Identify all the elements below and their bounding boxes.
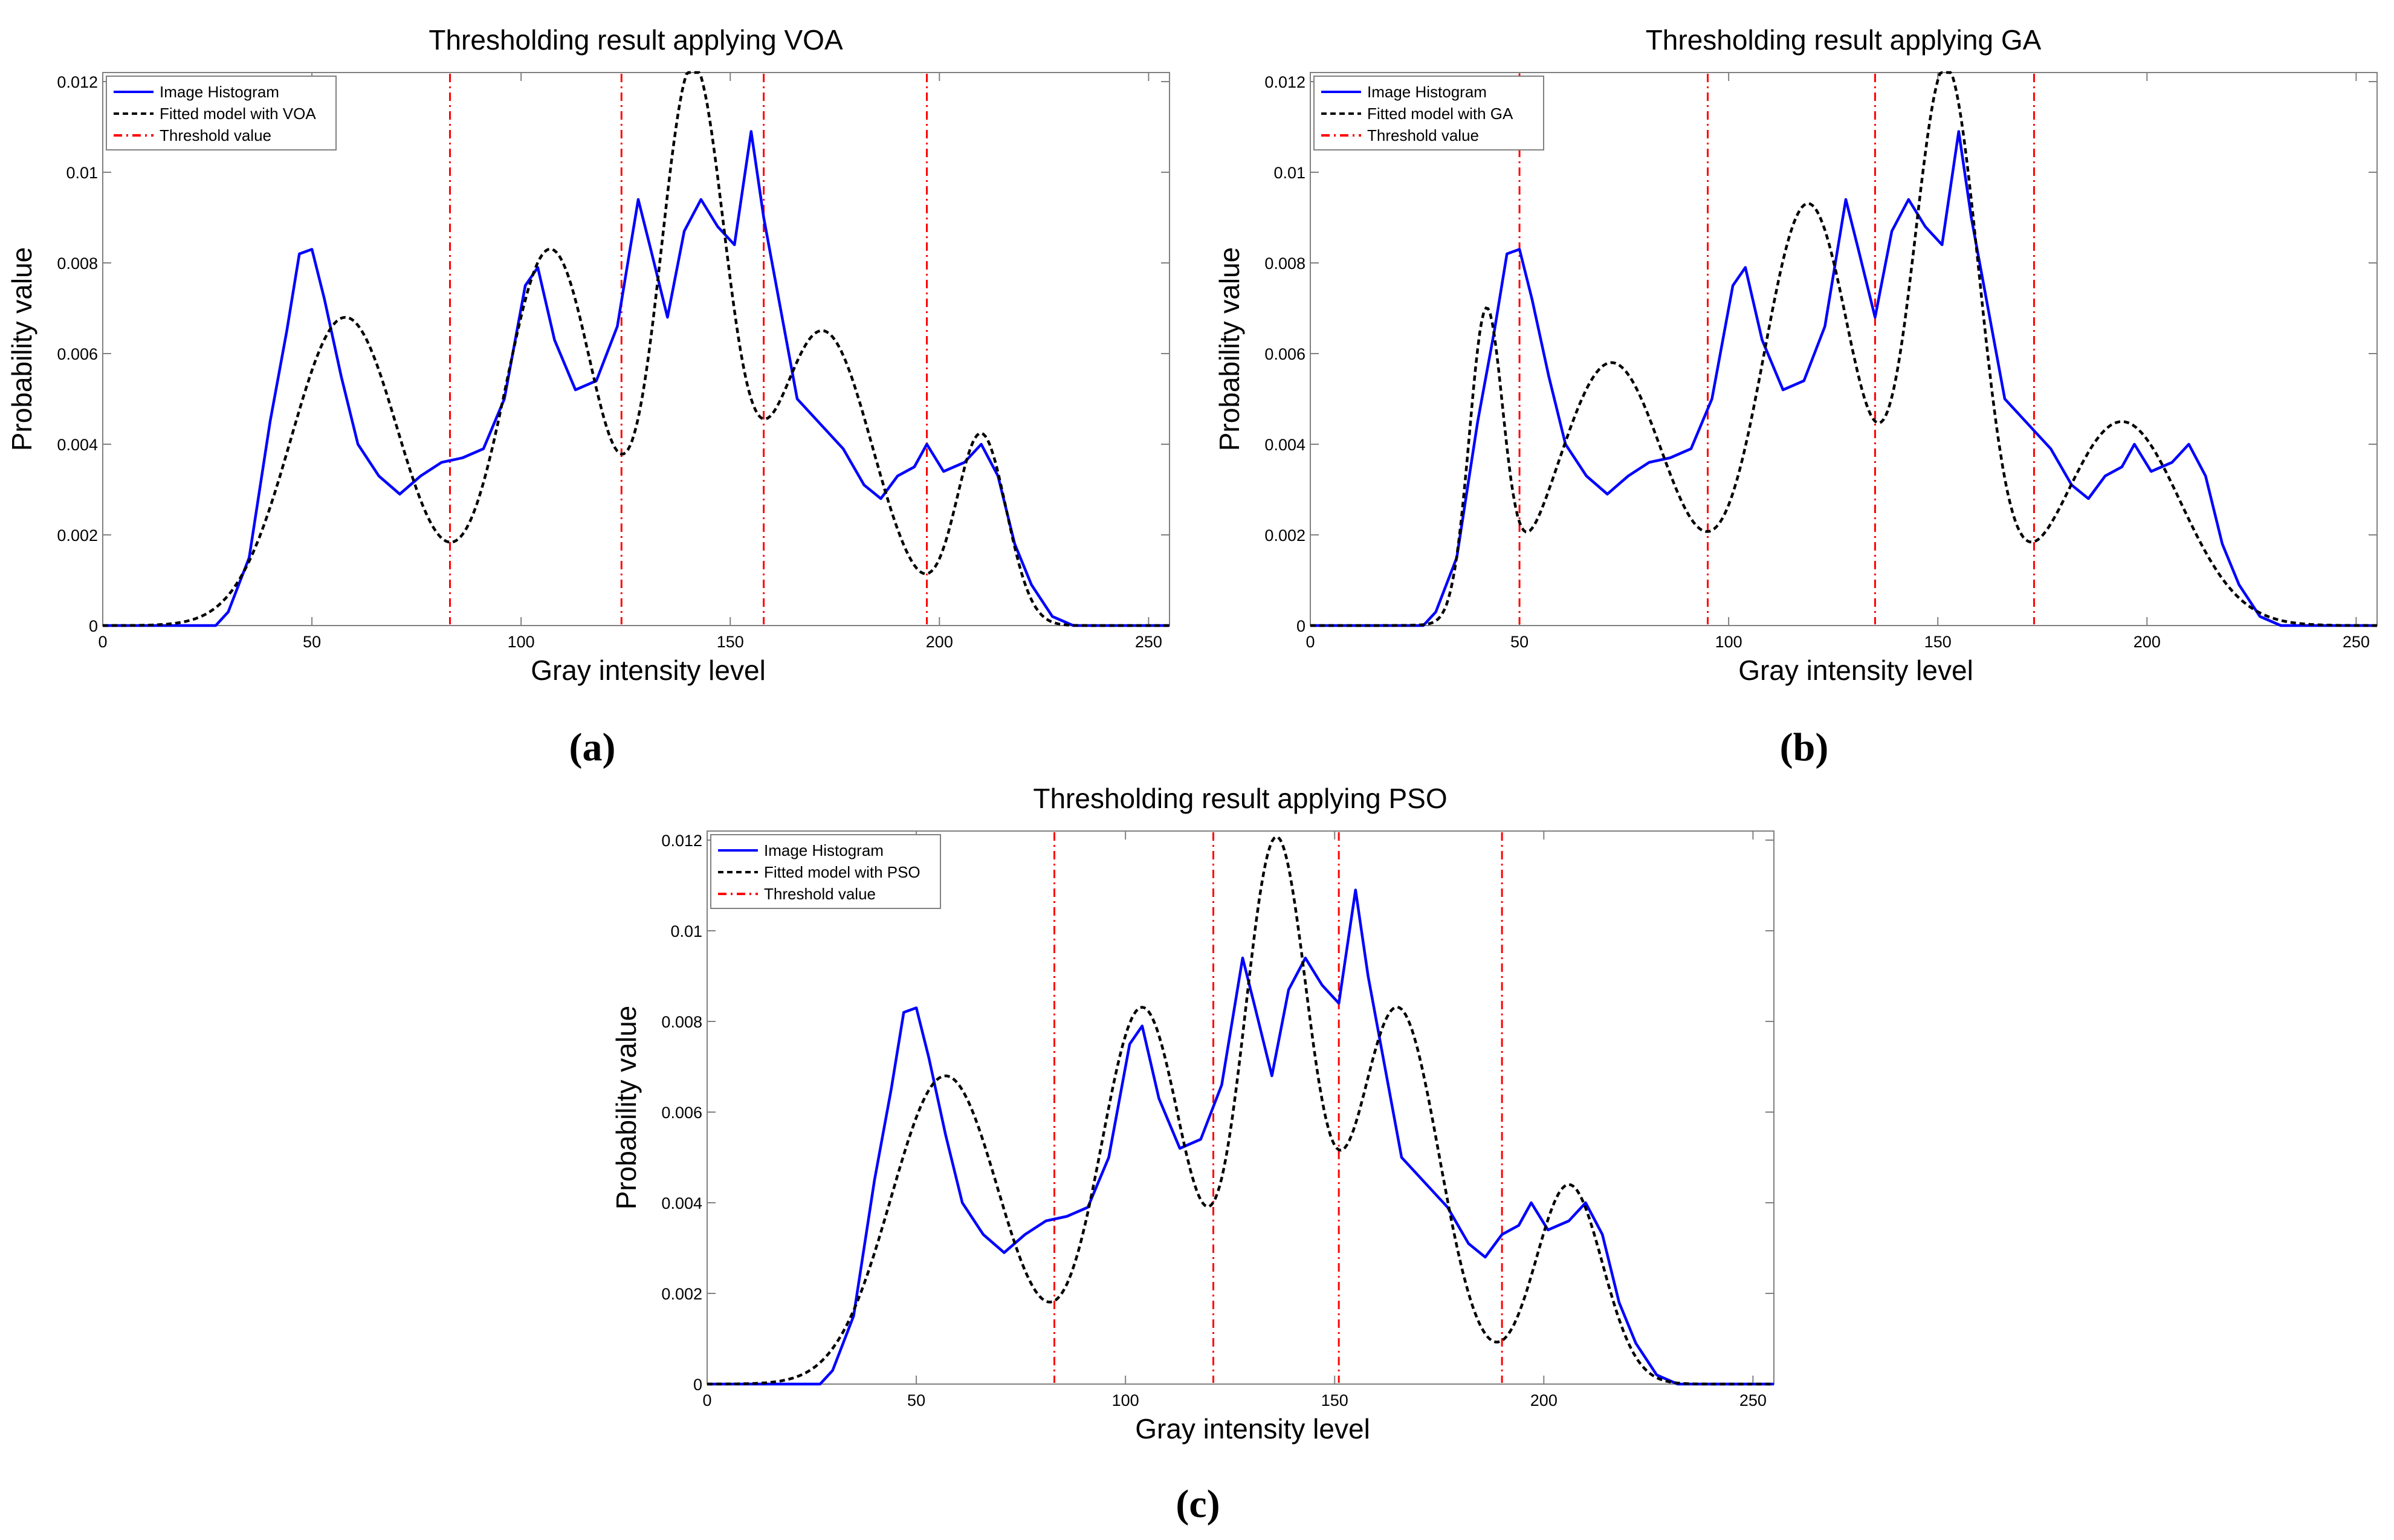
- x-tick-label: 150: [717, 633, 744, 651]
- y-tick-label: 0.006: [661, 1104, 702, 1122]
- y-tick-label: 0.01: [1273, 164, 1305, 182]
- y-tick-label: 0.002: [1264, 526, 1305, 545]
- x-tick-label: 50: [1510, 633, 1529, 651]
- y-tick-label: 0.012: [1264, 73, 1305, 91]
- x-tick-label: 0: [1305, 633, 1315, 651]
- x-tick-label: 100: [1715, 633, 1742, 651]
- x-tick-label: 150: [1321, 1391, 1348, 1409]
- panel-label: (a): [569, 725, 616, 769]
- y-axis-label: Probability value: [1214, 247, 1245, 451]
- x-tick-label: 50: [303, 633, 321, 651]
- chart-panel-2: Thresholding result applying GA 0 0.002 0.0…: [1214, 24, 2378, 769]
- y-tick-label: 0.008: [1264, 254, 1305, 273]
- legend: Image Histogram Fitted model with VOA Thre…: [106, 76, 337, 150]
- x-tick-label: 100: [508, 633, 535, 651]
- y-tick-label: 0.002: [661, 1285, 702, 1303]
- legend-entry: Image Histogram: [764, 841, 884, 859]
- x-axis-label: Gray intensity level: [1738, 655, 1973, 686]
- legend: Image Histogram Fitted model with PSO Thre…: [710, 834, 941, 909]
- fitted-model-line: [103, 71, 1170, 627]
- y-tick-label: 0: [1296, 617, 1305, 635]
- y-tick-label: 0.008: [661, 1013, 702, 1031]
- panel-label: (b): [1780, 725, 1829, 769]
- y-tick-label: 0.004: [57, 436, 98, 454]
- histogram-line: [103, 130, 1170, 627]
- y-tick-label: 0.008: [57, 254, 98, 273]
- fitted-model-line: [707, 835, 1774, 1386]
- legend-entry: Threshold value: [1367, 126, 1479, 144]
- x-tick-label: 0: [702, 1391, 711, 1409]
- x-axis-label: Gray intensity level: [531, 655, 766, 686]
- chart-title: Thresholding result applying VOA: [429, 24, 843, 56]
- x-tick-label: 50: [907, 1391, 925, 1409]
- y-tick-label: 0.004: [1264, 436, 1305, 454]
- histogram-line: [1310, 130, 2377, 627]
- y-tick-label: 0.002: [57, 526, 98, 545]
- panel-label: (c): [1176, 1482, 1220, 1526]
- y-axis-label: Probability value: [6, 247, 37, 451]
- legend-entry: Threshold value: [764, 885, 876, 903]
- y-tick-label: 0.006: [57, 345, 98, 363]
- y-tick-label: 0: [89, 617, 98, 635]
- legend-entry: Fitted model with GA: [1367, 105, 1513, 123]
- x-tick-label: 200: [2134, 633, 2161, 651]
- fitted-model-line: [1310, 71, 2377, 627]
- y-tick-label: 0.004: [661, 1194, 702, 1212]
- legend-entry: Fitted model with PSO: [764, 863, 920, 881]
- x-tick-label: 200: [926, 633, 953, 651]
- legend-entry: Threshold value: [160, 126, 271, 144]
- legend-entry: Image Histogram: [1367, 83, 1487, 101]
- legend: Image Histogram Fitted model with GA Thres…: [1313, 76, 1544, 150]
- plot-area: [102, 72, 1170, 626]
- legend-entry: Image Histogram: [160, 83, 279, 101]
- y-tick-label: 0.01: [66, 164, 98, 182]
- chart-title: Thresholding result applying PSO: [1033, 783, 1447, 814]
- chart-panel-3: Thresholding result applying PSO 0 0.002 0.…: [610, 783, 1774, 1526]
- y-tick-label: 0: [693, 1376, 702, 1394]
- y-tick-label: 0.012: [57, 73, 98, 91]
- y-axis-label: Probability value: [610, 1006, 642, 1210]
- legend-entry: Fitted model with VOA: [160, 105, 316, 123]
- plot-area: [1310, 72, 2378, 626]
- x-tick-label: 200: [1530, 1391, 1558, 1409]
- x-tick-label: 100: [1112, 1391, 1139, 1409]
- x-tick-label: 0: [98, 633, 107, 651]
- x-axis-label: Gray intensity level: [1135, 1413, 1370, 1445]
- chart-panel-1: Thresholding result applying VOA 0 0.002 0.…: [6, 24, 1170, 769]
- y-tick-label: 0.01: [670, 922, 702, 940]
- y-tick-label: 0.012: [661, 832, 702, 850]
- chart-title: Thresholding result applying GA: [1646, 24, 2042, 56]
- x-tick-label: 250: [1739, 1391, 1767, 1409]
- x-tick-label: 150: [1924, 633, 1952, 651]
- x-tick-label: 250: [1135, 633, 1162, 651]
- plot-area: [707, 830, 1774, 1385]
- y-tick-label: 0.006: [1264, 345, 1305, 363]
- x-tick-label: 250: [2343, 633, 2370, 651]
